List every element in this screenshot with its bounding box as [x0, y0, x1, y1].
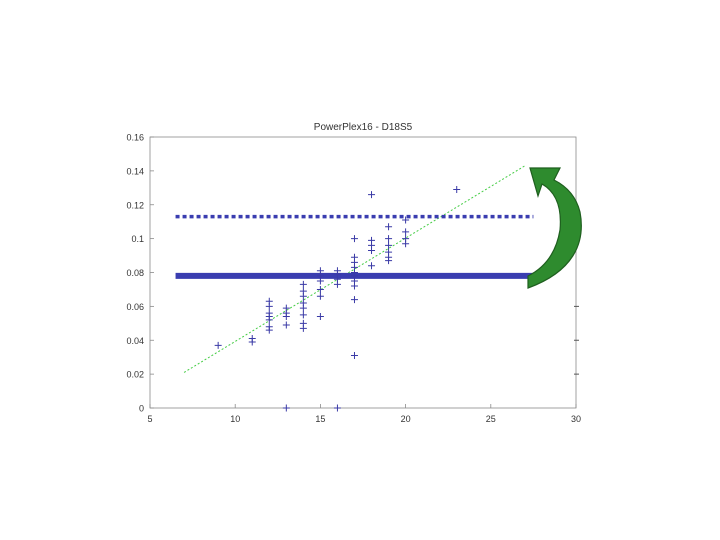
- data-point: [299, 280, 307, 288]
- data-point: [385, 235, 393, 243]
- y-tick-label: 0.16: [126, 133, 144, 143]
- y-axis: 0 0.02 0.04 0.06 0.08 0.1 0.12 0.14 0.16: [126, 133, 154, 414]
- data-point: [402, 235, 410, 243]
- data-point: [333, 267, 341, 275]
- data-point: [385, 241, 393, 249]
- y-tick-label: 0.1: [131, 234, 144, 244]
- data-point: [350, 296, 358, 304]
- curved-arrow-icon: [527, 167, 582, 289]
- scatter-points: [214, 186, 461, 412]
- x-tick-label: 25: [486, 414, 496, 424]
- y-tick-label: 0.06: [126, 302, 144, 312]
- data-point: [265, 309, 273, 317]
- data-point: [265, 297, 273, 305]
- data-point: [385, 223, 393, 231]
- x-tick-label: 20: [401, 414, 411, 424]
- right-edge-dashes: [574, 305, 579, 375]
- y-tick-label: 0.02: [126, 370, 144, 380]
- data-point: [214, 341, 222, 349]
- x-tick-label: 10: [230, 414, 240, 424]
- data-point: [265, 323, 273, 331]
- data-point: [282, 404, 290, 412]
- x-tick-label: 30: [571, 414, 581, 424]
- data-point: [368, 262, 376, 270]
- fit-line-group: [183, 165, 526, 373]
- data-point: [299, 299, 307, 307]
- data-point: [316, 313, 324, 321]
- data-point: [368, 236, 376, 244]
- data-point: [453, 186, 461, 194]
- x-axis: 5 10 15 20 25 30: [147, 404, 581, 424]
- chart-title: PowerPlex16 - D18S5: [314, 122, 413, 133]
- data-point: [282, 304, 290, 312]
- data-point: [316, 292, 324, 300]
- data-point: [350, 351, 358, 359]
- data-point: [402, 216, 410, 224]
- data-point: [385, 248, 393, 256]
- data-point: [402, 228, 410, 236]
- y-tick-label: 0.12: [126, 200, 144, 210]
- curved-arrow-shape: [527, 167, 582, 289]
- data-point: [316, 285, 324, 293]
- data-point: [316, 267, 324, 275]
- data-point: [282, 321, 290, 329]
- y-tick-label: 0.08: [126, 268, 144, 278]
- data-point: [299, 287, 307, 295]
- fit-line: [183, 165, 526, 373]
- data-point: [350, 235, 358, 243]
- plot-area: [149, 136, 577, 409]
- x-tick-label: 5: [147, 414, 152, 424]
- y-tick-label: 0.04: [126, 336, 144, 346]
- data-point: [299, 319, 307, 327]
- data-point: [350, 253, 358, 261]
- data-point: [299, 311, 307, 319]
- x-tick-label: 15: [315, 414, 325, 424]
- data-point: [248, 335, 256, 343]
- y-tick-label: 0.14: [126, 166, 144, 176]
- data-point: [368, 191, 376, 199]
- y-tick-label: 0: [139, 404, 144, 414]
- plot-frame: [149, 136, 577, 409]
- data-point: [333, 404, 341, 412]
